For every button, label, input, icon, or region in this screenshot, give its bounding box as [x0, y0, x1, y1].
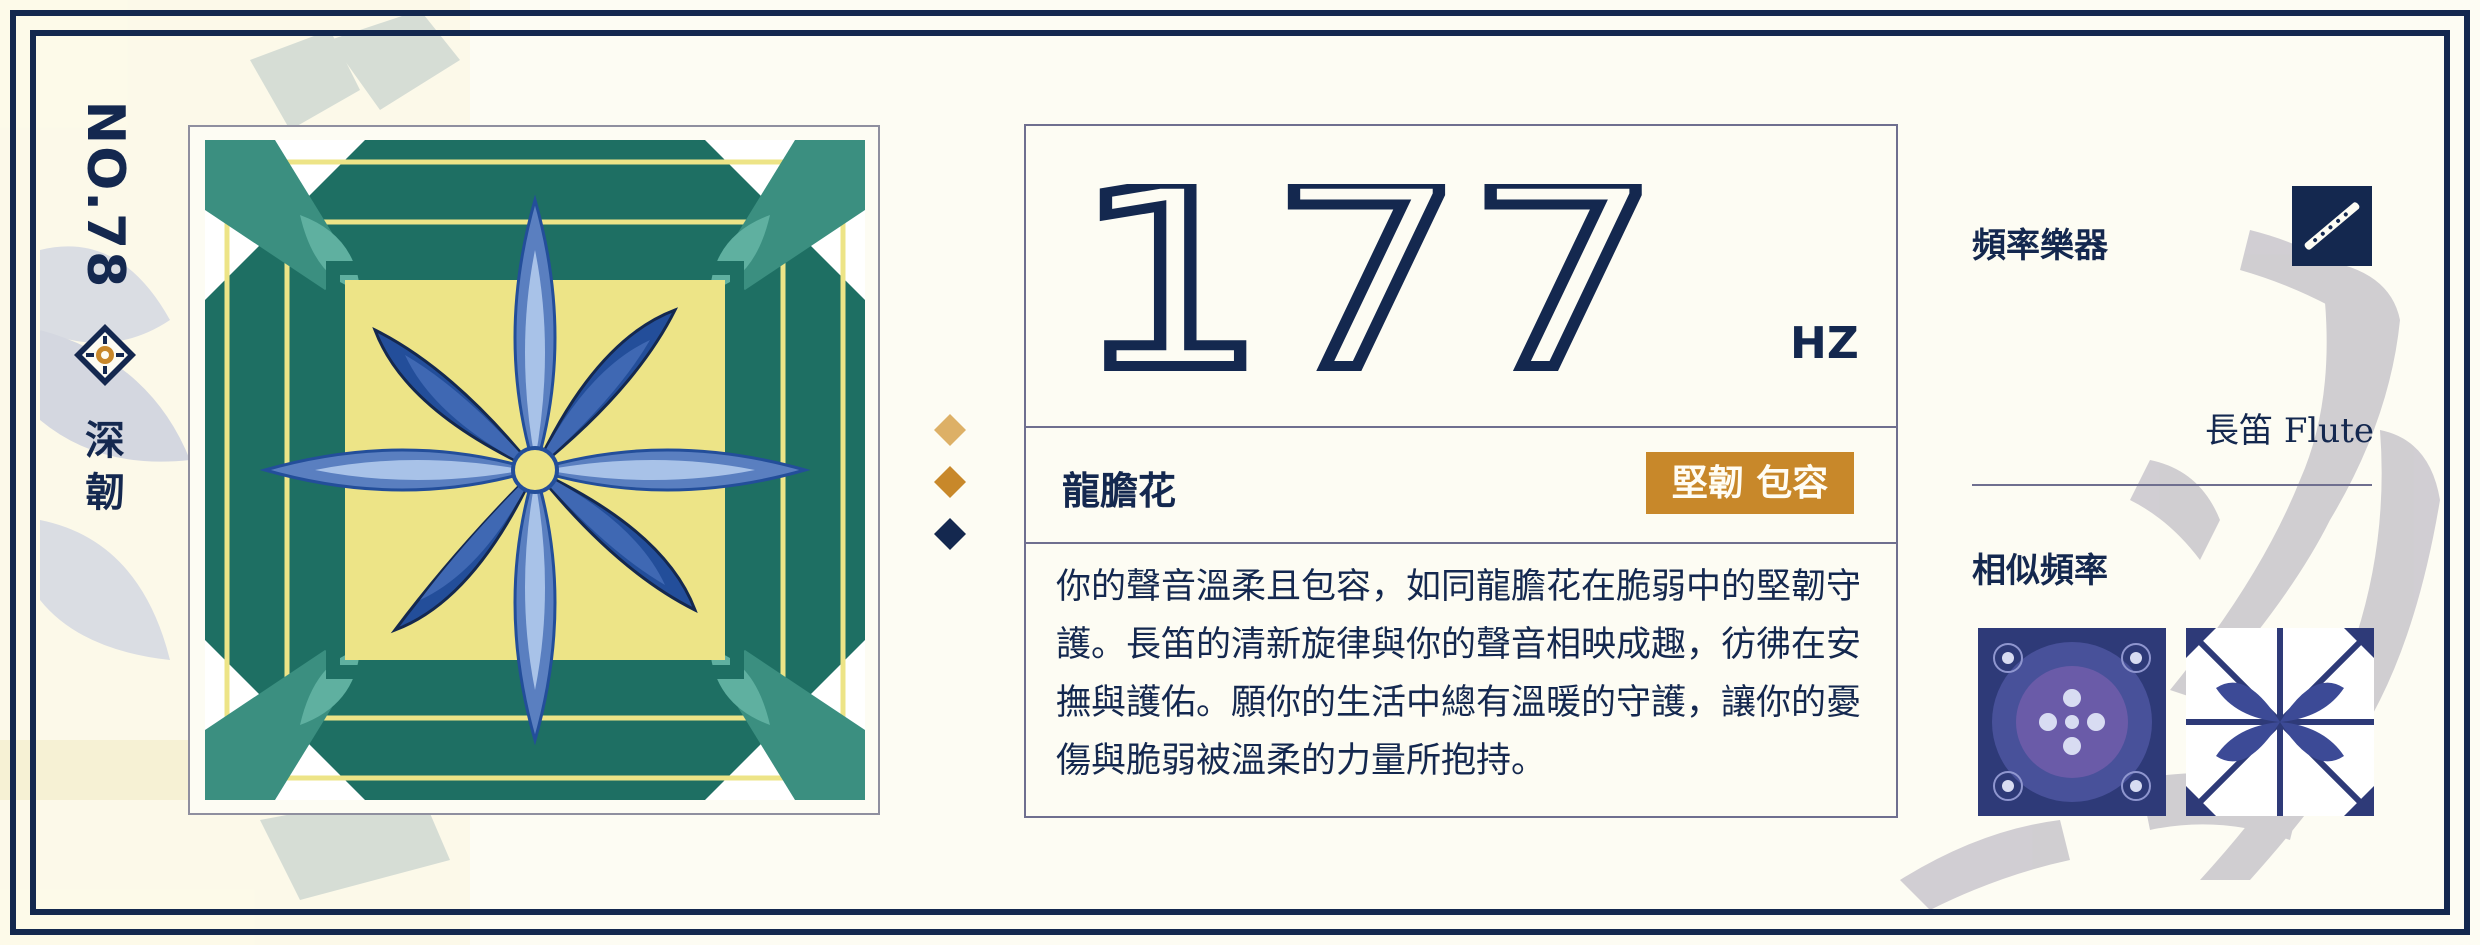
similar-frequency-tile-2[interactable]: [2186, 628, 2374, 816]
flower-name: 龍膽花: [1062, 468, 1177, 513]
side-keyword: 深 韌: [70, 415, 140, 519]
frequency-display: 177 HZ: [1026, 126, 1896, 428]
side-keyword-char-2: 韌: [85, 469, 125, 516]
instrument-name: 長笛 Flute: [2205, 411, 2374, 451]
similar-frequency-label: 相似頻率: [1972, 551, 2108, 591]
instrument-label: 頻率樂器: [1972, 226, 2108, 266]
frequency-value: 177: [1072, 184, 1667, 384]
flute-icon: [2292, 186, 2372, 266]
frequency-info-panel: 177 HZ 龍膽花 堅韌 包容 你的聲音溫柔且包容，如同龍膽花在脆弱中的堅韌守…: [1024, 124, 1898, 818]
frequency-unit: HZ: [1790, 318, 1859, 369]
side-keyword-char-1: 深: [85, 417, 125, 464]
diamond-ornaments: [934, 414, 966, 550]
outer-frame: [10, 10, 2470, 935]
traits-badge: 堅韌 包容: [1646, 452, 1854, 514]
flower-name-row: 龍膽花 堅韌 包容: [1026, 426, 1896, 544]
inner-frame: [30, 30, 2450, 915]
svg-text:177: 177: [1072, 184, 1662, 384]
description-text: 你的聲音溫柔且包容，如同龍膽花在脆弱中的堅韌守護。長笛的清新旋律與你的聲音相映成…: [1056, 567, 1862, 781]
gentian-flower-illustration: [205, 140, 865, 800]
emblem-icon: [74, 324, 136, 386]
card-number: NO.78: [75, 100, 135, 290]
similar-frequency-tile-1[interactable]: [1978, 628, 2166, 816]
section-divider: [1972, 484, 2372, 486]
